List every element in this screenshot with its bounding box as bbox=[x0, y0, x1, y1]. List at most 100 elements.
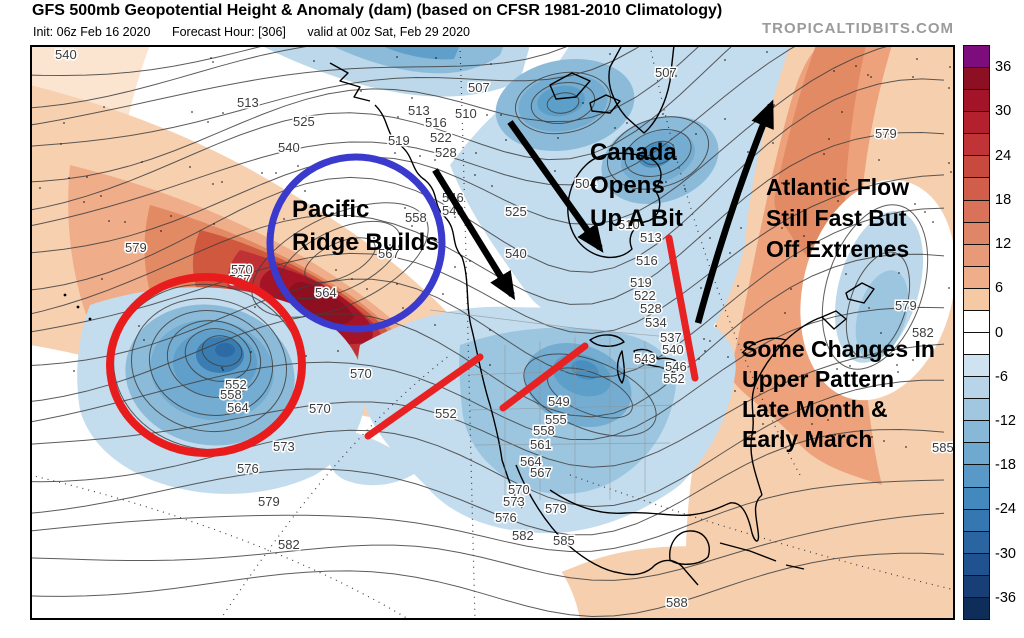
contour-label: 576 bbox=[237, 461, 259, 476]
stipple-dot bbox=[73, 370, 75, 372]
stipple-dot bbox=[709, 237, 711, 239]
contour-label: 528 bbox=[640, 301, 662, 316]
stipple-dot bbox=[210, 57, 212, 59]
stipple-dot bbox=[932, 221, 934, 223]
contour-line bbox=[30, 379, 945, 508]
stipple-dot bbox=[505, 139, 507, 141]
stipple-dot bbox=[811, 423, 813, 425]
stipple-dot bbox=[283, 218, 285, 220]
contour-label: 573 bbox=[503, 494, 525, 509]
contour-label: 516 bbox=[636, 253, 658, 268]
stipple-dot bbox=[897, 371, 899, 373]
stipple-dot bbox=[434, 159, 436, 161]
black-arrow-2 bbox=[507, 120, 604, 253]
stipple-dot bbox=[724, 118, 726, 120]
annotation-text-line: Opens bbox=[590, 172, 665, 199]
contour-line bbox=[30, 131, 945, 315]
annotation-atlantic: Atlantic Flow Still Fast But Off Extremes bbox=[766, 174, 909, 262]
colorbar-tick-label: 12 bbox=[995, 236, 1012, 253]
stipple-dot bbox=[703, 338, 705, 340]
weather-map: 540 513 525 540 519 507 510 513 516 522 528 546 549 5… bbox=[30, 45, 955, 620]
blue-circle-annotation bbox=[266, 153, 446, 333]
stipple-dot bbox=[871, 436, 873, 438]
red-line-3 bbox=[665, 234, 699, 382]
stipple-dot bbox=[396, 56, 398, 58]
stipple-dot bbox=[396, 283, 398, 285]
annotation-pacific-ridge: Pacific Ridge Builds bbox=[292, 196, 439, 256]
contour-label: 588 bbox=[666, 595, 688, 610]
contour-label: 549 bbox=[548, 394, 570, 409]
contour-line bbox=[30, 45, 799, 227]
annotation-text-line: Off Extremes bbox=[766, 236, 909, 262]
colorbar-tick-label: 36 bbox=[995, 59, 1012, 76]
contour-line bbox=[30, 45, 572, 126]
contour-label: 558 bbox=[220, 387, 242, 402]
stipple-dot bbox=[490, 63, 492, 65]
stipple-dot bbox=[836, 368, 838, 370]
valid-time: valid at 00z Sat, Feb 29 2020 bbox=[307, 25, 470, 39]
stipple-dot bbox=[100, 195, 102, 197]
stipple-dot bbox=[828, 138, 830, 140]
contour-label: 573 bbox=[273, 439, 295, 454]
stipple-dot bbox=[108, 220, 110, 222]
stipple-dot bbox=[557, 137, 559, 139]
contour-label: 513 bbox=[237, 95, 259, 110]
stipple-dot bbox=[833, 70, 835, 72]
stipple-dot bbox=[740, 227, 742, 229]
stipple-dot bbox=[609, 53, 611, 55]
colorbar-tick-label: -30 bbox=[995, 545, 1016, 562]
stipple-dot bbox=[665, 181, 667, 183]
stipple-dot bbox=[747, 151, 749, 153]
contour-line bbox=[30, 512, 945, 581]
colorbar-cell bbox=[964, 310, 989, 334]
annotation-changes: Some Changes In Upper Pattern Late Month &… bbox=[742, 336, 935, 452]
stipple-dot bbox=[785, 183, 787, 185]
contour-label: 564 bbox=[227, 400, 249, 415]
stipple-dot bbox=[402, 307, 404, 309]
annotation-text-line: Pacific bbox=[292, 196, 369, 223]
contour-label: 579 bbox=[875, 126, 897, 141]
stipple-dot bbox=[491, 185, 493, 187]
stipple-dot bbox=[103, 106, 105, 108]
stipple-dot bbox=[489, 329, 491, 331]
colorbar-cell bbox=[964, 244, 989, 267]
contour-label: 570 bbox=[309, 401, 331, 416]
contour-label: 513 bbox=[640, 230, 662, 245]
contour-label: 564 bbox=[315, 285, 337, 300]
contour-line bbox=[30, 479, 945, 553]
contour-line bbox=[30, 174, 945, 334]
annotation-text-line: Late Month & bbox=[742, 396, 888, 422]
colorbar-tick-label: 30 bbox=[995, 103, 1012, 120]
contour-label: 570 bbox=[508, 482, 530, 497]
stipple-dot bbox=[275, 172, 277, 174]
stipple-dot bbox=[772, 142, 774, 144]
stipple-dot bbox=[411, 97, 413, 99]
stipple-dot bbox=[425, 214, 427, 216]
colorbar-cell bbox=[964, 553, 989, 576]
stipple-dot bbox=[213, 223, 215, 225]
contour-label: 561 bbox=[530, 437, 552, 452]
stipple-dot bbox=[434, 324, 436, 326]
red-circle-annotation bbox=[106, 273, 306, 457]
contour-label: 510 bbox=[455, 106, 477, 121]
contour-line bbox=[30, 45, 734, 211]
stipple-dot bbox=[582, 102, 584, 104]
stipple-dot bbox=[880, 332, 882, 334]
contour-label: 537 bbox=[660, 330, 682, 345]
stipple-dot bbox=[724, 59, 726, 61]
stipple-dot bbox=[811, 435, 813, 437]
stipple-dot bbox=[454, 216, 456, 218]
stipple-dot bbox=[912, 359, 914, 361]
stipple-dot bbox=[948, 87, 950, 89]
stipple-dot bbox=[39, 187, 41, 189]
stipple-dot bbox=[837, 200, 839, 202]
stipple-dot bbox=[614, 127, 616, 129]
stipple-dot bbox=[781, 227, 783, 229]
stipple-dot bbox=[212, 183, 214, 185]
contour-label: 540 bbox=[278, 140, 300, 155]
contour-label: 546 bbox=[665, 359, 687, 374]
stipple-dot bbox=[896, 364, 898, 366]
contour-label: 519 bbox=[388, 133, 410, 148]
contour-label: 525 bbox=[505, 204, 527, 219]
contour-line bbox=[30, 45, 269, 77]
